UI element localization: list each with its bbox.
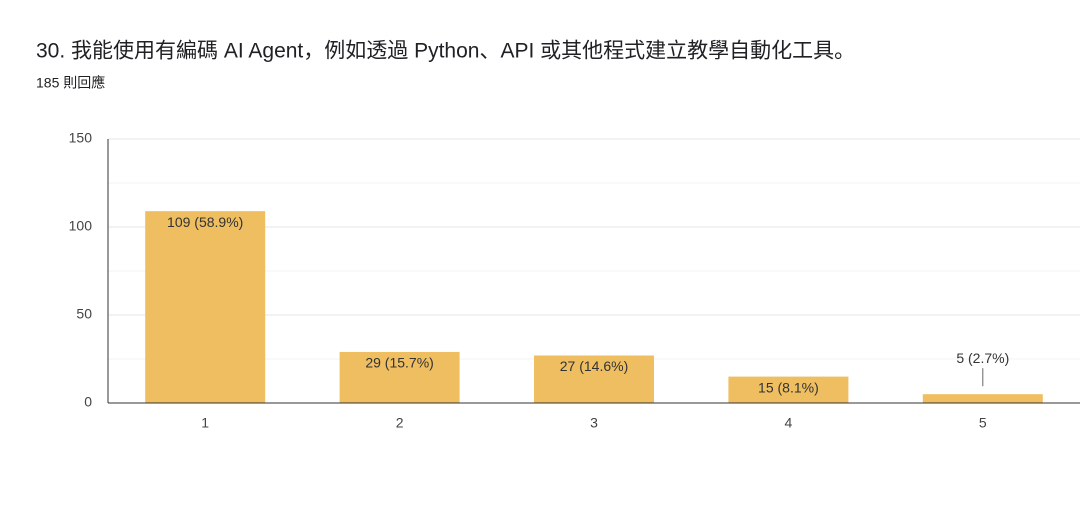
y-tick-label: 0: [84, 394, 92, 410]
chart-title: 30. 我能使用有編碼 AI Agent，例如透過 Python、API 或其他…: [36, 40, 855, 63]
x-tick-label: 5: [979, 415, 987, 431]
x-tick-label: 4: [785, 415, 793, 431]
bar: [728, 376, 849, 403]
y-tick-label: 100: [69, 218, 93, 234]
x-tick-label: 1: [201, 415, 209, 431]
value-label: 27 (14.6%): [560, 358, 628, 374]
value-label: 29 (15.7%): [365, 355, 433, 371]
bar: [534, 355, 654, 403]
value-label: 15 (8.1%): [758, 379, 819, 395]
value-label: 109 (58.9%): [167, 214, 243, 230]
chart-subtitle: 185 則回應: [36, 75, 105, 91]
x-tick-label: 3: [590, 415, 598, 431]
value-label: 5 (2.7%): [956, 350, 1009, 366]
bar: [339, 351, 460, 403]
bar: [145, 211, 266, 403]
x-tick-label: 2: [396, 415, 404, 431]
y-tick-label: 50: [76, 306, 92, 322]
y-tick-label: 150: [69, 130, 93, 146]
bar: [922, 394, 1043, 403]
